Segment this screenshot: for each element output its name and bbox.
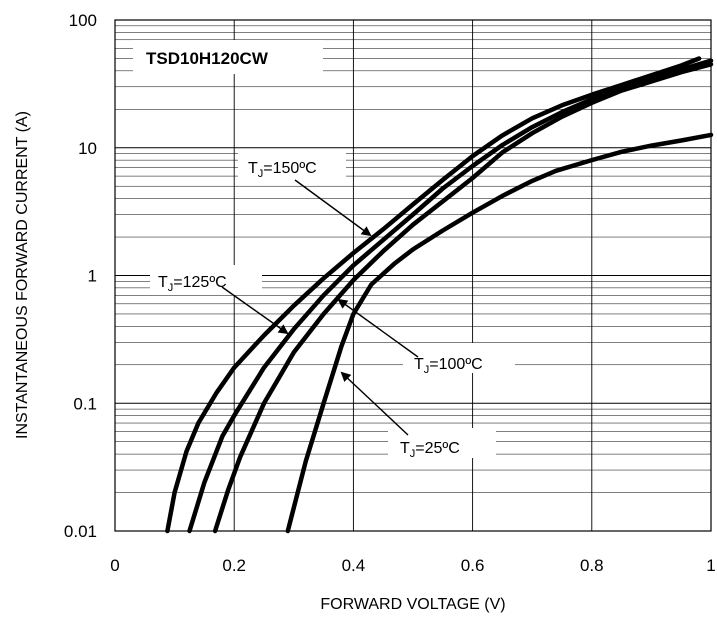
x-tick-label: 1 (706, 556, 715, 575)
y-tick-label: 1 (88, 267, 97, 286)
annotation-arrow-4 (340, 371, 409, 436)
plot-frame (114, 19, 712, 532)
y-tick-labels: 0.01 0.1 1 10 100 (64, 11, 97, 541)
y-tick-label: 0.1 (73, 394, 97, 413)
y-tick-label: 10 (78, 139, 97, 158)
y-axis-title: INSTANTANEOUS FORWARD CURRENT (A) (14, 111, 31, 439)
series-line-4 (285, 132, 714, 534)
series-line-1 (165, 56, 702, 534)
x-axis-title: FORWARD VOLTAGE (V) (320, 596, 505, 613)
annotation-label-2: TJ=125ºC (158, 274, 227, 294)
annotation-arrow-1 (294, 179, 372, 237)
chart-title-box: TSD10H120CW (133, 40, 323, 74)
annotation-box-2 (150, 265, 262, 295)
minor-gridlines (115, 25, 711, 493)
x-tick-label: 0.8 (580, 556, 604, 575)
annotation-arrow-3 (337, 298, 419, 358)
annotation-box-3 (403, 343, 515, 373)
x-tick-labels: 0 0.2 0.4 0.6 0.8 1 (110, 556, 715, 575)
y-tick-label: 100 (69, 11, 97, 30)
x-tick-label: 0.2 (222, 556, 246, 575)
x-tick-label: 0 (110, 556, 119, 575)
series-layer (165, 56, 714, 534)
annotation-label-4: TJ=25ºC (400, 440, 460, 460)
y-tick-label: 0.01 (64, 522, 97, 541)
annotation-label-3: TJ=100ºC (414, 356, 483, 376)
chart-title: TSD10H120CW (146, 49, 269, 68)
annotations-layer: TJ=150ºC TJ=125ºC TJ=100ºC TJ=25ºC (150, 150, 515, 460)
annotation-label-1: TJ=150ºC (248, 160, 317, 180)
annotation-box-1 (238, 150, 346, 180)
series-line-2 (187, 58, 714, 534)
x-tick-label: 0.6 (461, 556, 485, 575)
series-line-3 (212, 62, 714, 534)
x-tick-label: 0.4 (342, 556, 366, 575)
annotation-arrow-2 (221, 286, 289, 335)
